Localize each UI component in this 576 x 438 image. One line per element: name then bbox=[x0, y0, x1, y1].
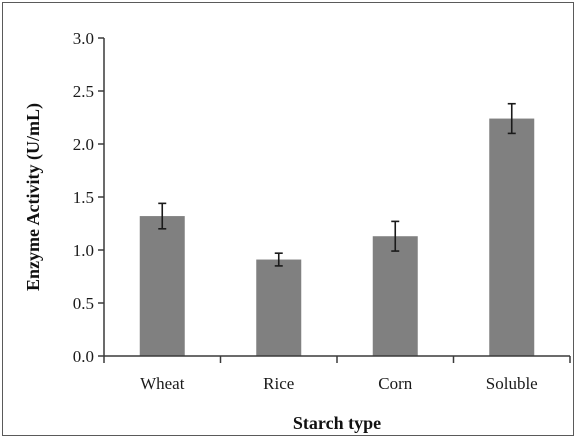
error-bar-rice bbox=[274, 252, 283, 267]
y-tick-label: 0.0 bbox=[73, 347, 94, 366]
y-tick-label: 1.5 bbox=[73, 188, 94, 207]
bar-corn bbox=[372, 236, 418, 356]
x-axis-tick-labels: Wheat Rice Corn Soluble bbox=[140, 374, 538, 393]
error-bar-soluble bbox=[507, 102, 516, 135]
x-tick-label-rice: Rice bbox=[263, 374, 294, 393]
y-tick-label: 2.0 bbox=[73, 135, 94, 154]
error-bar-corn bbox=[391, 220, 400, 252]
y-tick-label: 2.5 bbox=[73, 82, 94, 101]
error-bar-wheat bbox=[158, 202, 167, 230]
x-axis-ticks bbox=[103, 356, 571, 363]
bars bbox=[139, 118, 535, 356]
y-tick-label: 3.0 bbox=[73, 29, 94, 48]
y-tick-label: 0.5 bbox=[73, 294, 94, 313]
bar-wheat bbox=[139, 216, 185, 356]
y-axis-ticks: 0.0 0.5 1.0 1.5 2.0 2.5 3.0 bbox=[73, 29, 104, 366]
x-axis-title: Starch type bbox=[293, 413, 381, 433]
y-tick-label: 1.0 bbox=[73, 241, 94, 260]
y-axis-title: Enzyme Activity (U/mL) bbox=[23, 103, 44, 291]
x-tick-label-corn: Corn bbox=[378, 374, 413, 393]
bar-rice bbox=[256, 259, 302, 356]
x-tick-label-soluble: Soluble bbox=[486, 374, 538, 393]
x-tick-label-wheat: Wheat bbox=[140, 374, 185, 393]
bar-soluble bbox=[489, 118, 535, 356]
error-bars bbox=[158, 102, 516, 267]
